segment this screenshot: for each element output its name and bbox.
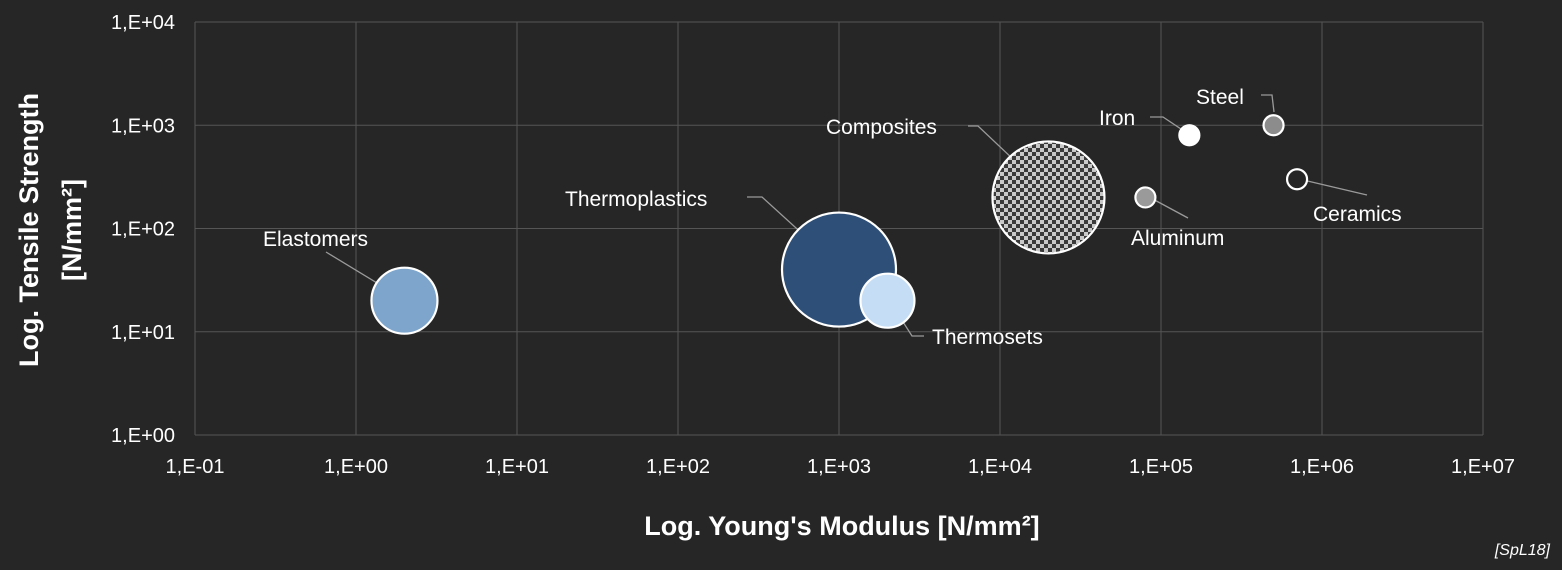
- bubble-ceramics: [1285, 168, 1309, 191]
- x-axis-title: Log. Young's Modulus [N/mm²]: [644, 511, 1039, 541]
- y-tick-label: 1,E+01: [111, 322, 175, 344]
- bubble-label-thermosets: Thermosets: [932, 326, 1043, 349]
- y-tick-label: 1,E+04: [111, 12, 175, 34]
- bubbles: [370, 114, 1309, 335]
- bubble-label-composites: Composites: [826, 116, 937, 139]
- bubble-steel: [1262, 114, 1285, 137]
- x-tick-label: 1,E+04: [968, 456, 1032, 478]
- x-tick-label: 1,E+02: [646, 456, 710, 478]
- x-axis-ticks: 1,E-01 1,E+00 1,E+01 1,E+02 1,E+03 1,E+04 1,E+…: [166, 456, 1515, 478]
- y-axis-title: Log. Tensile Strength [N/mm²]: [14, 93, 87, 367]
- bubble-elastomers: [370, 266, 439, 335]
- x-tick-label: 1,E+03: [807, 456, 871, 478]
- bubble-labels: Elastomers Thermoplastics Thermosets Compos…: [263, 86, 1402, 349]
- x-tick-label: 1,E+05: [1129, 456, 1193, 478]
- bubble-label-elastomers: Elastomers: [263, 228, 368, 251]
- bubble-label-thermoplastics: Thermoplastics: [565, 188, 707, 211]
- y-axis-title-line2: [N/mm²]: [57, 179, 87, 281]
- y-tick-label: 1,E+02: [111, 219, 175, 241]
- x-tick-label: 1,E+06: [1290, 456, 1354, 478]
- y-tick-label: 1,E+03: [111, 115, 175, 137]
- leader-line-ceramics: [1298, 178, 1368, 196]
- bubble-iron: [1178, 124, 1201, 147]
- bubble-composites: [991, 140, 1106, 255]
- leader-line-steel: [1261, 94, 1275, 113]
- bubble-label-ceramics: Ceramics: [1313, 203, 1402, 226]
- bubble-thermosets: [859, 272, 916, 329]
- bubble-label-steel: Steel: [1196, 86, 1244, 109]
- x-tick-label: 1,E+01: [485, 456, 549, 478]
- citation: [SpL18]: [1494, 542, 1550, 559]
- x-tick-label: 1,E+07: [1451, 456, 1515, 478]
- x-tick-label: 1,E-01: [166, 456, 225, 478]
- bubble-label-aluminum: Aluminum: [1131, 227, 1224, 250]
- bubble-aluminum: [1134, 186, 1157, 209]
- x-tick-label: 1,E+00: [324, 456, 388, 478]
- y-axis-title-line1: Log. Tensile Strength: [14, 93, 44, 367]
- y-axis-ticks: 1,E+00 1,E+01 1,E+02 1,E+03 1,E+04: [111, 12, 175, 447]
- y-tick-label: 1,E+00: [111, 425, 175, 447]
- bubble-label-iron: Iron: [1099, 107, 1135, 130]
